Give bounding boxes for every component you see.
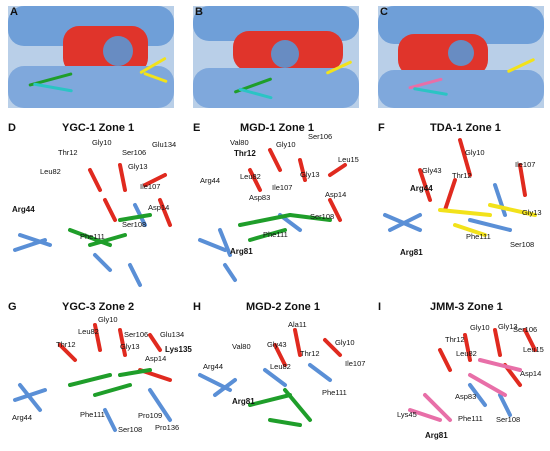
residue-label: Ser108 (510, 240, 535, 249)
residue-label: Val80 (232, 342, 251, 351)
residue-label: Gly10 (92, 138, 112, 147)
residue-label: Ile107 (515, 160, 536, 169)
residue-label: Gly13 (522, 208, 542, 217)
panel-e-label: E (193, 122, 201, 134)
residue-label: Ala11 (288, 320, 307, 329)
residue-label: Phe111 (263, 230, 288, 239)
residue-label: Ile107 (345, 359, 366, 368)
residue-label: Gly10 (470, 323, 490, 332)
residue-label: Arg44 (12, 205, 35, 214)
residue-label: Gly13 (498, 322, 518, 331)
panel-g-title: YGC-3 Zone 2 (62, 301, 135, 313)
residue-label: Leu82 (78, 327, 99, 336)
residue-label: Glu134 (152, 140, 177, 149)
residue-label: Lys135 (165, 345, 192, 354)
panel-b-surface (193, 6, 359, 108)
residue-label: Leu15 (338, 155, 359, 164)
residue-label: Ser108 (310, 212, 335, 221)
residue-label: Ser108 (496, 415, 521, 424)
residue-label: Val80 (230, 138, 249, 147)
residue-label: Phe111 (458, 414, 483, 423)
panel-b-label: B (195, 6, 203, 18)
residue-label: Gly10 (335, 338, 355, 347)
residue-label: Asp14 (145, 354, 167, 363)
residue-label: Asp14 (520, 369, 542, 378)
panel-a-surface (8, 6, 174, 108)
residue-label: Arg44 (12, 413, 33, 422)
panel-h-label: H (193, 301, 201, 313)
residue-label: Thr12 (58, 148, 78, 157)
panel-h-title: MGD-2 Zone 1 (246, 301, 320, 313)
residue-label: Gly43 (267, 340, 287, 349)
residue-label: Ser106 (513, 325, 538, 334)
residue-label: Leu82 (270, 362, 291, 371)
residue-label: Arg81 (425, 431, 448, 440)
residue-label: Ile107 (272, 183, 293, 192)
residue-label: Asp83 (455, 392, 477, 401)
residue-label: Leu82 (40, 167, 61, 176)
residue-label: Gly10 (276, 140, 296, 149)
residue-label: Phe111 (80, 410, 105, 419)
panel-g-label: G (8, 301, 17, 313)
residue-label: Thr12 (445, 335, 465, 344)
residue-label: Glu134 (160, 330, 185, 339)
residue-label: Arg81 (230, 247, 253, 256)
residue-label: Arg81 (232, 397, 255, 406)
residue-label: Ile107 (140, 182, 161, 191)
residue-label: Asp83 (249, 193, 271, 202)
residue-label: Ser106 (122, 148, 147, 157)
residue-label: Leu82 (456, 349, 477, 358)
residue-label: Phe111 (80, 232, 105, 241)
residue-label: Phe111 (322, 388, 347, 397)
residue-label: Pro136 (155, 423, 180, 432)
residue-label: Phe111 (466, 232, 491, 241)
panel-f-label: F (378, 122, 385, 134)
residue-label: Ser108 (118, 425, 143, 434)
residue-label: Asp14 (148, 203, 170, 212)
residue-label: Gly13 (300, 170, 320, 179)
panel-c-label: C (380, 6, 388, 18)
residue-label: Arg44 (410, 184, 433, 193)
panel-e-title: MGD-1 Zone 1 (240, 122, 314, 134)
residue-label: Pro109 (138, 411, 163, 420)
residue-label: Gly43 (422, 166, 442, 175)
residue-label: Thr12 (452, 171, 472, 180)
residue-label: Ser106 (308, 132, 333, 141)
residue-label: Arg44 (200, 176, 221, 185)
panel-f-title: TDA-1 Zone 1 (430, 122, 501, 134)
residue-label: Lys45 (397, 410, 417, 419)
residue-label: Leu15 (523, 345, 544, 354)
panel-d-title: YGC-1 Zone 1 (62, 122, 135, 134)
residue-label: Thr12 (300, 349, 320, 358)
panel-i-title: JMM-3 Zone 1 (430, 301, 503, 313)
residue-label: Leu82 (240, 172, 261, 181)
residue-label: Arg44 (203, 362, 224, 371)
panel-a-label: A (10, 6, 18, 18)
residue-label: Asp14 (325, 190, 347, 199)
panel-d-label: D (8, 122, 16, 134)
residue-label: Ser106 (124, 330, 149, 339)
residue-label: Gly10 (98, 315, 118, 324)
residue-label: Gly10 (465, 148, 485, 157)
panel-c-surface (378, 6, 544, 108)
panel-i-label: I (378, 301, 382, 313)
residue-label: Gly13 (120, 342, 140, 351)
residue-label: Thr12 (56, 340, 76, 349)
residue-label: Arg81 (400, 248, 423, 257)
residue-label: Ser108 (122, 220, 147, 229)
residue-label: Gly13 (128, 162, 148, 171)
residue-label: Thr12 (234, 149, 256, 158)
